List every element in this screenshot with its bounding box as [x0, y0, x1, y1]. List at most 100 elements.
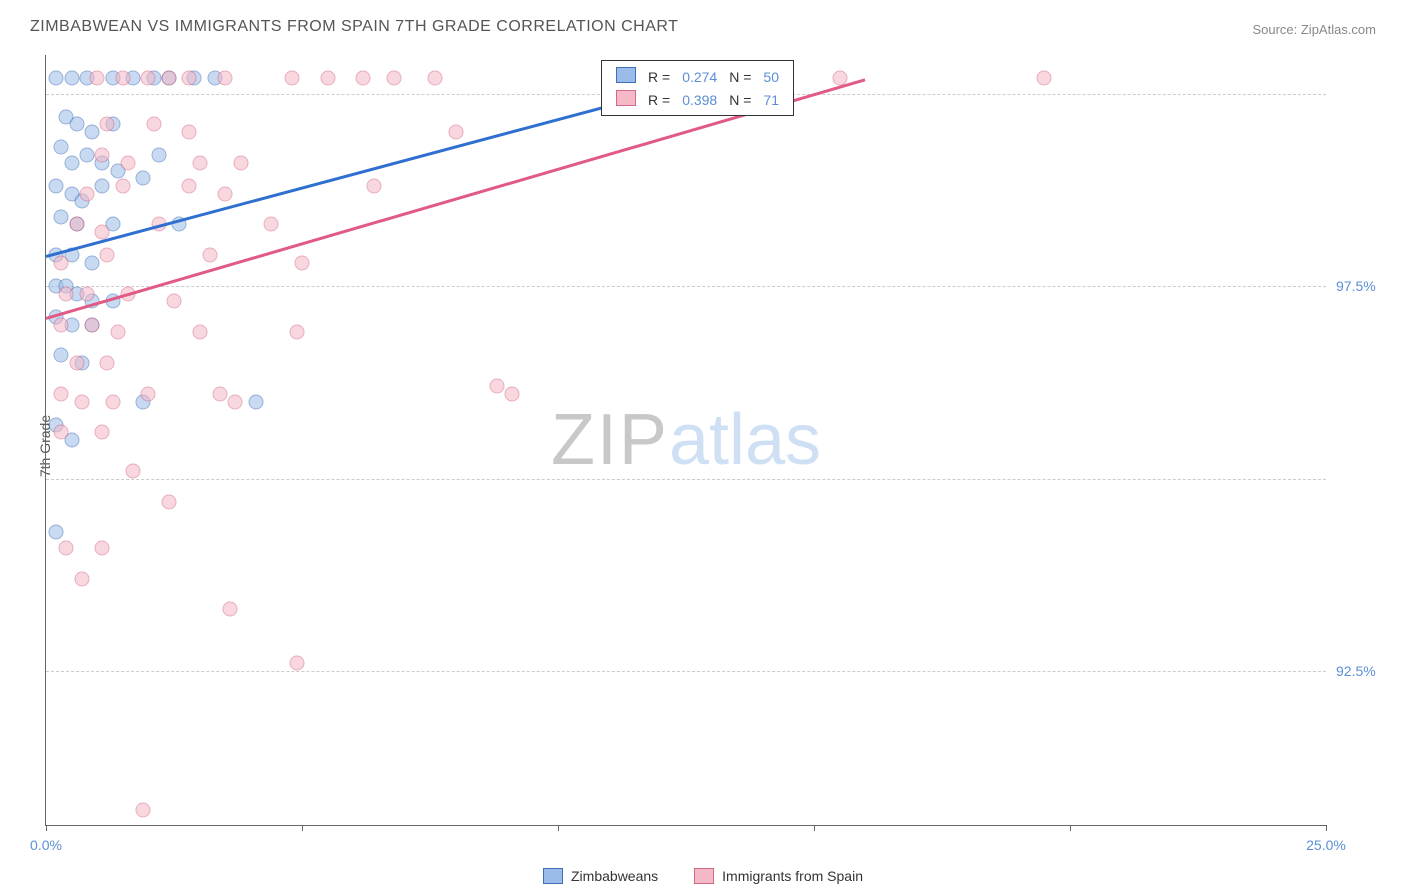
scatter-point [126, 463, 141, 478]
scatter-point [182, 71, 197, 86]
scatter-point [136, 802, 151, 817]
scatter-point [69, 117, 84, 132]
x-tick-mark [46, 825, 47, 831]
correlation-legend-row: R =0.398N =71 [610, 88, 785, 111]
watermark: ZIPatlas [551, 399, 821, 481]
scatter-point [95, 425, 110, 440]
x-tick-mark [558, 825, 559, 831]
scatter-point [218, 71, 233, 86]
y-tick-label: 97.5% [1336, 278, 1396, 294]
source-link[interactable]: ZipAtlas.com [1301, 22, 1376, 37]
scatter-point [289, 656, 304, 671]
chart-title: ZIMBABWEAN VS IMMIGRANTS FROM SPAIN 7TH … [30, 18, 678, 36]
scatter-point [295, 255, 310, 270]
scatter-point [1037, 71, 1052, 86]
x-tick-label: 25.0% [1306, 837, 1346, 853]
x-tick-mark [1326, 825, 1327, 831]
x-tick-mark [1070, 825, 1071, 831]
watermark-atlas: atlas [669, 400, 821, 480]
scatter-point [213, 386, 228, 401]
scatter-point [54, 140, 69, 155]
gridline [46, 671, 1326, 672]
source-label: Source: [1252, 22, 1300, 37]
scatter-point [115, 71, 130, 86]
correlation-legend: R =0.274N =50R =0.398N =71 [601, 60, 794, 116]
scatter-point [79, 286, 94, 301]
scatter-point [95, 178, 110, 193]
scatter-point [110, 325, 125, 340]
scatter-point [228, 394, 243, 409]
legend-swatch-zimbabweans [543, 868, 563, 884]
scatter-point [79, 186, 94, 201]
scatter-point [202, 248, 217, 263]
scatter-point [504, 386, 519, 401]
scatter-point [192, 155, 207, 170]
correlation-legend-table: R =0.274N =50R =0.398N =71 [610, 65, 785, 111]
scatter-point [85, 255, 100, 270]
scatter-point [223, 602, 238, 617]
scatter-point [448, 125, 463, 140]
scatter-point [284, 71, 299, 86]
scatter-point [64, 71, 79, 86]
scatter-point [161, 494, 176, 509]
scatter-point [95, 148, 110, 163]
scatter-point [167, 294, 182, 309]
scatter-point [95, 540, 110, 555]
scatter-point [356, 71, 371, 86]
y-tick-label: 92.5% [1336, 663, 1396, 679]
scatter-point [49, 178, 64, 193]
scatter-point [54, 386, 69, 401]
scatter-point [64, 155, 79, 170]
scatter-point [69, 356, 84, 371]
scatter-point [141, 71, 156, 86]
scatter-point [161, 71, 176, 86]
scatter-point [105, 394, 120, 409]
scatter-point [489, 379, 504, 394]
source-attribution: Source: ZipAtlas.com [1252, 22, 1376, 37]
scatter-point [69, 217, 84, 232]
x-tick-label: 0.0% [30, 837, 62, 853]
scatter-point [120, 155, 135, 170]
scatter-point [233, 155, 248, 170]
scatter-point [366, 178, 381, 193]
watermark-zip: ZIP [551, 400, 669, 480]
scatter-point [74, 571, 89, 586]
scatter-point [320, 71, 335, 86]
scatter-point [151, 148, 166, 163]
scatter-point [136, 171, 151, 186]
scatter-point [54, 425, 69, 440]
scatter-point [54, 317, 69, 332]
scatter-point [49, 71, 64, 86]
series-legend: Zimbabweans Immigrants from Spain [543, 868, 863, 884]
scatter-point [100, 117, 115, 132]
scatter-point [54, 255, 69, 270]
scatter-point [192, 325, 207, 340]
scatter-point [115, 178, 130, 193]
scatter-point [59, 540, 74, 555]
scatter-point [428, 71, 443, 86]
scatter-point [100, 248, 115, 263]
scatter-point [85, 125, 100, 140]
legend-label-spain: Immigrants from Spain [722, 868, 863, 884]
scatter-point [387, 71, 402, 86]
scatter-point [141, 386, 156, 401]
correlation-legend-row: R =0.274N =50 [610, 65, 785, 88]
scatter-point [248, 394, 263, 409]
scatter-point [218, 186, 233, 201]
scatter-point [264, 217, 279, 232]
scatter-point [182, 125, 197, 140]
scatter-point [54, 348, 69, 363]
scatter-point [289, 325, 304, 340]
scatter-point [85, 317, 100, 332]
scatter-point [59, 286, 74, 301]
scatter-point [100, 356, 115, 371]
x-tick-mark [302, 825, 303, 831]
chart-plot-area: ZIPatlas R =0.274N =50R =0.398N =71 92.5… [45, 55, 1326, 826]
scatter-point [54, 209, 69, 224]
x-tick-mark [814, 825, 815, 831]
gridline [46, 286, 1326, 287]
scatter-point [182, 178, 197, 193]
scatter-point [146, 117, 161, 132]
scatter-point [90, 71, 105, 86]
legend-swatch-spain [694, 868, 714, 884]
